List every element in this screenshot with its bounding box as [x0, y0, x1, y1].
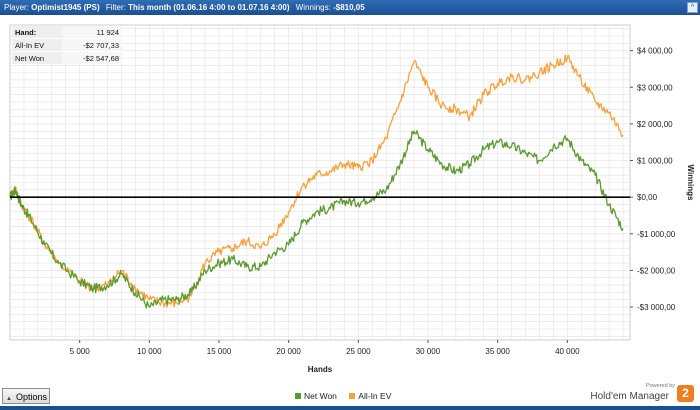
- y-tick-label: $1 000,00: [637, 157, 673, 166]
- y-tick-label: $4 000,00: [637, 47, 673, 56]
- brand-name: Hold'em Manager: [590, 391, 669, 402]
- legend-swatch: [349, 393, 356, 399]
- title-bar: Player: Optimist1945 (PS) Filter: This m…: [0, 0, 700, 15]
- stats-label: Hand:: [12, 26, 63, 39]
- stats-table: Hand: 11 924 All-In EV -$2 707,33 Net Wo…: [12, 26, 122, 65]
- hm2-logo-icon: 2: [677, 385, 694, 402]
- stats-value: -$2 707,33: [62, 38, 122, 52]
- player-value: Optimist1945 (PS): [31, 3, 100, 12]
- window-bottom-border: [0, 406, 700, 410]
- powered-by-text: Powered by: [645, 383, 675, 389]
- x-tick-label: 30 000: [416, 347, 441, 356]
- stats-value: -$2 547,68: [62, 51, 122, 65]
- x-tick-label: 15 000: [207, 347, 232, 356]
- stats-value: 11 924: [62, 26, 122, 39]
- player-label: Player:: [4, 3, 29, 12]
- chart-legend: Net Won All-In EV: [295, 391, 401, 401]
- y-tick-label: $2 000,00: [637, 120, 673, 129]
- triangle-up-icon: ▲: [6, 396, 12, 402]
- filter-value: This month (01.06.16 4:00 to 01.07.16 4:…: [128, 3, 290, 12]
- legend-item-allin-ev[interactable]: All-In EV: [349, 391, 391, 401]
- y-tick-label: $0,00: [637, 193, 658, 202]
- stats-row-allin-ev: All-In EV -$2 707,33: [12, 38, 122, 52]
- x-tick-label: 35 000: [485, 347, 510, 356]
- x-tick-label: 5 000: [70, 347, 91, 356]
- bottom-bar: ▲ Options Net Won All-In EV Powered by Ho…: [0, 383, 700, 410]
- x-axis-label: Hands: [308, 365, 333, 374]
- y-tick-label: -$2 000,00: [637, 266, 676, 275]
- collapse-button[interactable]: ^: [687, 2, 698, 13]
- stats-label: All-In EV: [12, 38, 63, 52]
- options-button[interactable]: ▲ Options: [2, 388, 50, 404]
- y-tick-label: -$3 000,00: [637, 303, 676, 312]
- legend-label: Net Won: [304, 391, 337, 401]
- series-line-net-won: [9, 130, 624, 309]
- stats-row-hands: Hand: 11 924: [12, 26, 122, 39]
- filter-label: Filter:: [105, 3, 126, 12]
- y-tick-label: $3 000,00: [637, 83, 673, 92]
- x-tick-label: 25 000: [346, 347, 371, 356]
- x-tick-label: 20 000: [276, 347, 301, 356]
- y-axis-label: Winnings: [686, 165, 695, 201]
- legend-item-net-won[interactable]: Net Won: [295, 391, 337, 401]
- winnings-label: Winnings:: [295, 3, 331, 12]
- winnings-value: -$810,05: [333, 3, 365, 12]
- legend-swatch: [295, 393, 301, 399]
- legend-label: All-In EV: [358, 391, 392, 401]
- x-tick-label: 40 000: [555, 347, 580, 356]
- x-tick-label: 10 000: [137, 347, 162, 356]
- options-label: Options: [15, 392, 47, 402]
- y-tick-label: -$1 000,00: [637, 230, 676, 239]
- stats-row-net-won: Net Won -$2 547,68: [12, 51, 122, 65]
- winnings-chart: 5 000 10 000 15 000 20 000 25 000 30 000 35 00…: [9, 24, 695, 374]
- stats-label: Net Won: [12, 51, 63, 65]
